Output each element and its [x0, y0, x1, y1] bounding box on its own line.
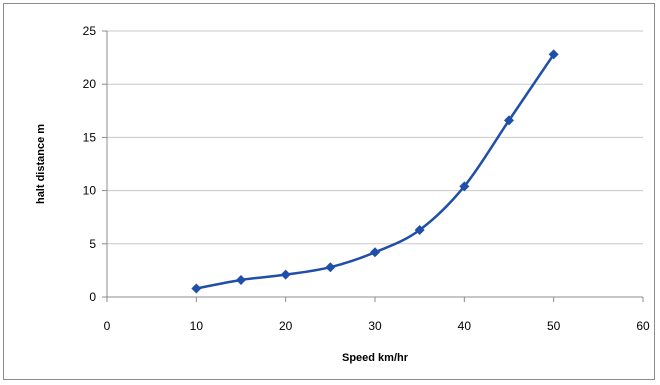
y-tick-label: 25 [83, 24, 97, 38]
y-tick-label: 15 [83, 130, 97, 144]
x-tick-label: 30 [368, 319, 382, 333]
y-tick-label: 20 [83, 77, 97, 91]
y-tick-label: 5 [89, 237, 96, 251]
x-tick-label: 0 [104, 319, 111, 333]
x-tick-label: 40 [458, 319, 472, 333]
axes [102, 30, 644, 302]
series-layer [191, 49, 559, 294]
x-tick-label: 20 [279, 319, 293, 333]
gridlines [107, 30, 643, 245]
data-point-marker [325, 262, 336, 273]
tick-labels: 0 5 10 15 20 25 0 10 20 30 40 50 60 [83, 24, 650, 333]
data-point-marker [414, 224, 425, 235]
x-tick-label: 50 [547, 319, 561, 333]
y-axis-title: halt distance m [35, 124, 47, 204]
x-tick-label: 10 [190, 319, 204, 333]
data-point-marker [280, 269, 291, 280]
data-point-marker [459, 181, 470, 192]
data-point-marker [191, 283, 202, 294]
x-tick-label: 60 [636, 319, 650, 333]
data-point-marker [504, 115, 514, 126]
y-tick-label: 10 [83, 184, 97, 198]
y-tick-label: 0 [89, 290, 96, 304]
data-point-marker [370, 247, 380, 258]
data-point-marker [548, 49, 559, 60]
x-axis-title: Speed km/hr [342, 352, 409, 364]
data-point-marker [236, 274, 246, 285]
